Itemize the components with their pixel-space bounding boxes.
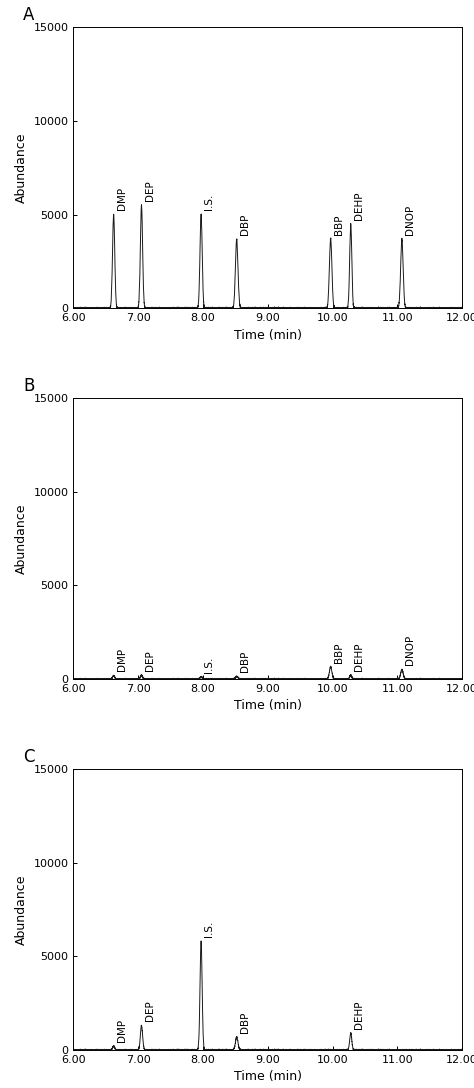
Text: I.S.: I.S. — [204, 920, 214, 937]
Text: DMP: DMP — [117, 648, 127, 671]
X-axis label: Time (min): Time (min) — [234, 700, 302, 713]
Text: DEHP: DEHP — [354, 1000, 364, 1029]
Text: DNOP: DNOP — [405, 205, 415, 235]
Text: DEP: DEP — [145, 651, 155, 671]
Text: DMP: DMP — [117, 1018, 127, 1042]
Text: BBP: BBP — [334, 642, 344, 663]
Text: DEHP: DEHP — [354, 191, 364, 220]
Text: DMP: DMP — [117, 187, 127, 210]
Y-axis label: Abundance: Abundance — [15, 504, 28, 573]
X-axis label: Time (min): Time (min) — [234, 1071, 302, 1084]
Text: I.S.: I.S. — [204, 194, 214, 210]
Text: B: B — [23, 378, 34, 395]
Text: I.S.: I.S. — [204, 656, 214, 672]
Text: DBP: DBP — [240, 213, 250, 235]
Y-axis label: Abundance: Abundance — [15, 874, 28, 944]
Text: DBP: DBP — [240, 1011, 250, 1033]
Y-axis label: Abundance: Abundance — [15, 133, 28, 203]
Text: C: C — [23, 749, 35, 766]
Text: A: A — [23, 7, 34, 24]
Text: DNOP: DNOP — [405, 635, 415, 666]
Text: DBP: DBP — [240, 651, 250, 672]
Text: DEHP: DEHP — [354, 643, 364, 671]
Text: DEP: DEP — [145, 181, 155, 201]
Text: BBP: BBP — [334, 214, 344, 235]
Text: DEP: DEP — [145, 1001, 155, 1022]
X-axis label: Time (min): Time (min) — [234, 329, 302, 342]
